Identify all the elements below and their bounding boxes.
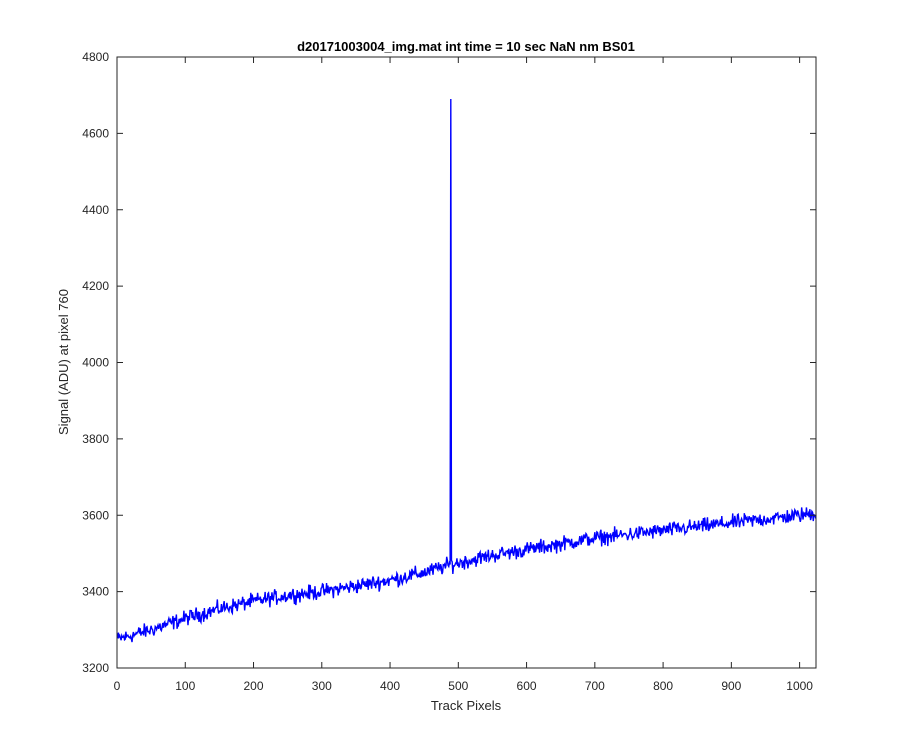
x-tick-label: 1000: [786, 679, 813, 693]
x-tick-label: 500: [448, 679, 468, 693]
x-tick-label: 0: [114, 679, 121, 693]
axes-box: [116, 56, 817, 669]
y-tick-label: 3800: [82, 432, 109, 446]
y-tick-label: 4200: [82, 279, 109, 293]
y-tick-label: 3600: [82, 508, 109, 522]
x-tick-label: 800: [653, 679, 673, 693]
x-tick-label: 100: [175, 679, 195, 693]
y-tick-label: 4600: [82, 126, 109, 140]
x-tick-label: 700: [585, 679, 605, 693]
x-tick-label: 600: [517, 679, 537, 693]
x-tick-label: 300: [312, 679, 332, 693]
y-tick-label: 4000: [82, 356, 109, 370]
chart-title: d20171003004_img.mat int time = 10 sec N…: [297, 39, 635, 54]
x-tick-label: 200: [244, 679, 264, 693]
data-series-line: [116, 99, 817, 643]
y-tick-label: 4800: [82, 50, 109, 64]
y-tick-label: 4400: [82, 203, 109, 217]
y-axis-label: Signal (ADU) at pixel 760: [56, 289, 71, 435]
y-tick-label: 3400: [82, 585, 109, 599]
x-tick-label: 900: [721, 679, 741, 693]
x-tick-label: 400: [380, 679, 400, 693]
x-axis-label: Track Pixels: [431, 698, 502, 713]
y-tick-label: 3200: [82, 661, 109, 675]
